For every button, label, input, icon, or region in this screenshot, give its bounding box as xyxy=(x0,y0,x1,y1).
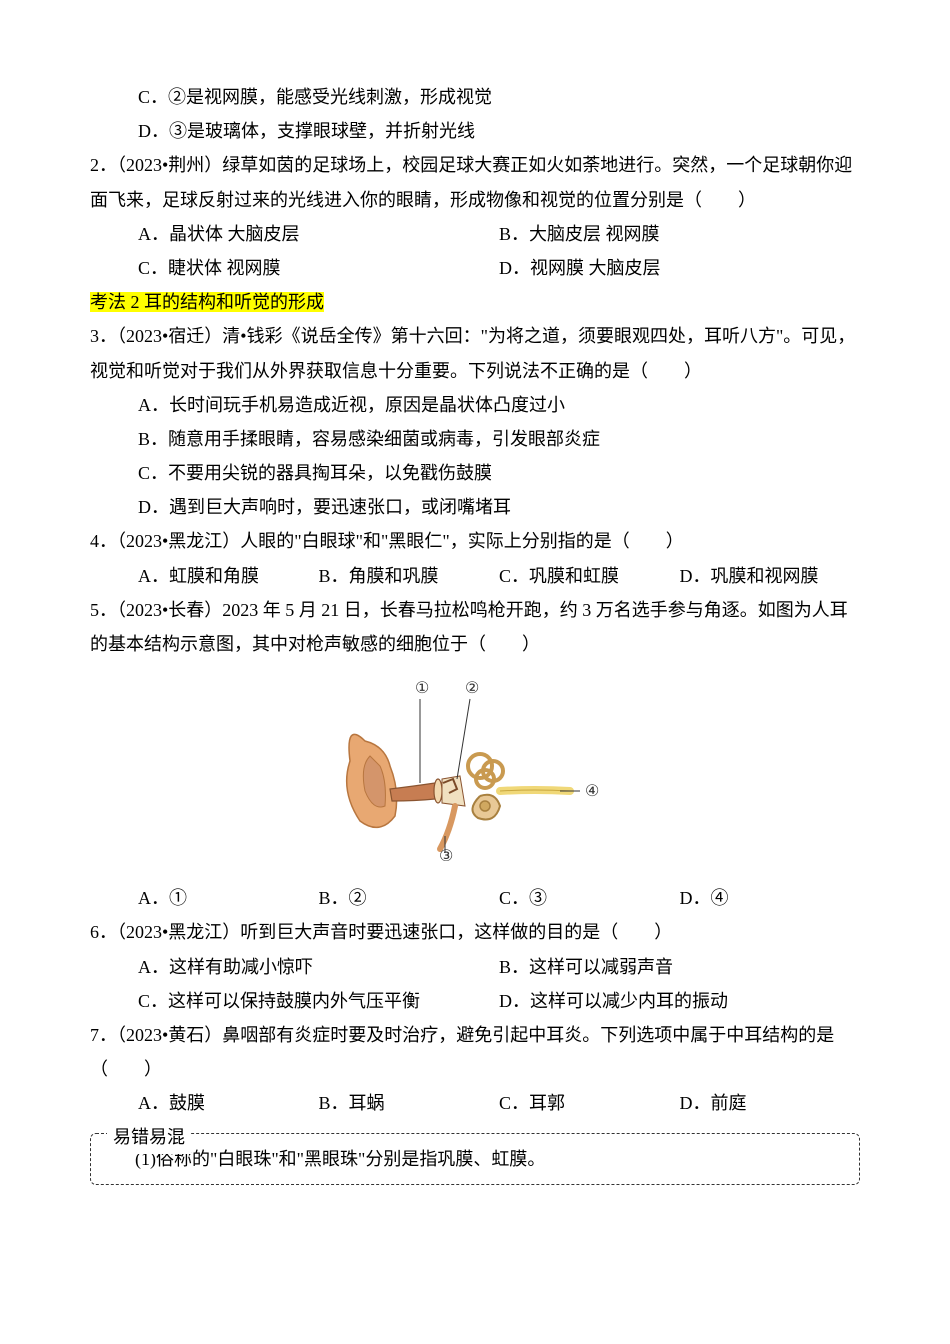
question-4-option-a: A．虹膜和角膜 xyxy=(138,559,319,593)
question-6-options-row1: A．这样有助减小惊吓 B．这样可以减弱声音 xyxy=(90,950,860,984)
diagram-label-3: ③ xyxy=(439,848,453,861)
question-3-option-c: C．不要用尖锐的器具掏耳朵，以免戳伤鼓膜 xyxy=(90,456,860,490)
question-2-option-c: C．睫状体 视网膜 xyxy=(138,251,499,285)
question-6-options-row2: C．这样可以保持鼓膜内外气压平衡 D．这样可以减少内耳的振动 xyxy=(90,984,860,1018)
question-5-option-d: D．④ xyxy=(680,881,861,915)
question-3-option-d: D．遇到巨大声响时，要迅速张口，或闭嘴堵耳 xyxy=(90,490,860,524)
topic-2-heading: 考法 2 耳的结构和听觉的形成 xyxy=(90,285,860,319)
question-4-option-d: D．巩膜和视网膜 xyxy=(680,559,861,593)
question-5-option-c: C．③ xyxy=(499,881,680,915)
question-2: 2．（2023•荆州）绿草如茵的足球场上，校园足球大赛正如火如荼地进行。突然，一… xyxy=(90,148,860,285)
question-6-option-a: A．这样有助减小惊吓 xyxy=(138,950,499,984)
question-7-option-c: C．耳郭 xyxy=(499,1086,680,1120)
ear-diagram: ① ② ③ ④ xyxy=(90,671,860,871)
diagram-label-1: ① xyxy=(415,680,429,697)
mistake-box-title: 易错易混 xyxy=(107,1120,191,1154)
mistake-box: 易错易混 (1)俗称的"白眼珠"和"黑眼珠"分别是指巩膜、虹膜。 xyxy=(90,1133,860,1185)
question-5: 5．（2023•长春）2023 年 5 月 21 日，长春马拉松鸣枪开跑，约 3… xyxy=(90,593,860,916)
question-3-text: 3．（2023•宿迁）清•钱彩《说岳全传》第十六回："为将之道，须要眼观四处，耳… xyxy=(90,319,860,387)
question-7-options: A．鼓膜 B．耳蜗 C．耳郭 D．前庭 xyxy=(90,1086,860,1120)
question-7-option-a: A．鼓膜 xyxy=(138,1086,319,1120)
question-4-options: A．虹膜和角膜 B．角膜和巩膜 C．巩膜和虹膜 D．巩膜和视网膜 xyxy=(90,559,860,593)
question-3-option-b: B．随意用手揉眼睛，容易感染细菌或病毒，引发眼部炎症 xyxy=(90,422,860,456)
question-6-option-b: B．这样可以减弱声音 xyxy=(499,950,860,984)
question-4-option-c: C．巩膜和虹膜 xyxy=(499,559,680,593)
question-7-option-b: B．耳蜗 xyxy=(319,1086,500,1120)
question-6-option-c: C．这样可以保持鼓膜内外气压平衡 xyxy=(138,984,499,1018)
question-4-option-b: B．角膜和巩膜 xyxy=(319,559,500,593)
question-5-text: 5．（2023•长春）2023 年 5 月 21 日，长春马拉松鸣枪开跑，约 3… xyxy=(90,593,860,661)
question-5-option-b: B．② xyxy=(319,881,500,915)
prev-option-d: D．③是玻璃体，支撑眼球壁，并折射光线 xyxy=(90,114,860,148)
question-2-options-row2: C．睫状体 视网膜 D．视网膜 大脑皮层 xyxy=(90,251,860,285)
question-4: 4．（2023•黑龙江）人眼的"白眼球"和"黑眼仁"，实际上分别指的是（ ） A… xyxy=(90,524,860,592)
question-6-option-d: D．这样可以减少内耳的振动 xyxy=(499,984,860,1018)
ear-diagram-svg: ① ② ③ ④ xyxy=(325,671,625,861)
question-6: 6．（2023•黑龙江）听到巨大声音时要迅速张口，这样做的目的是（ ） A．这样… xyxy=(90,915,860,1018)
question-5-option-a: A．① xyxy=(138,881,319,915)
question-3-option-a: A．长时间玩手机易造成近视，原因是晶状体凸度过小 xyxy=(90,388,860,422)
question-7: 7．（2023•黄石）鼻咽部有炎症时要及时治疗，避免引起中耳炎。下列选项中属于中… xyxy=(90,1018,860,1121)
question-2-options-row1: A．晶状体 大脑皮层 B．大脑皮层 视网膜 xyxy=(90,217,860,251)
question-7-option-d: D．前庭 xyxy=(680,1086,861,1120)
question-2-option-a: A．晶状体 大脑皮层 xyxy=(138,217,499,251)
question-5-options: A．① B．② C．③ D．④ xyxy=(90,881,860,915)
question-6-text: 6．（2023•黑龙江）听到巨大声音时要迅速张口，这样做的目的是（ ） xyxy=(90,915,860,949)
question-4-text: 4．（2023•黑龙江）人眼的"白眼球"和"黑眼仁"，实际上分别指的是（ ） xyxy=(90,524,860,558)
question-7-text: 7．（2023•黄石）鼻咽部有炎症时要及时治疗，避免引起中耳炎。下列选项中属于中… xyxy=(90,1018,860,1086)
question-2-text: 2．（2023•荆州）绿草如茵的足球场上，校园足球大赛正如火如荼地进行。突然，一… xyxy=(90,148,860,216)
diagram-label-2: ② xyxy=(465,680,479,697)
question-3: 3．（2023•宿迁）清•钱彩《说岳全传》第十六回："为将之道，须要眼观四处，耳… xyxy=(90,319,860,524)
prev-option-c: C．②是视网膜，能感受光线刺激，形成视觉 xyxy=(90,80,860,114)
question-2-option-d: D．视网膜 大脑皮层 xyxy=(499,251,860,285)
question-2-option-b: B．大脑皮层 视网膜 xyxy=(499,217,860,251)
diagram-label-4: ④ xyxy=(585,783,599,800)
mistake-box-content: (1)俗称的"白眼珠"和"黑眼珠"分别是指巩膜、虹膜。 xyxy=(107,1142,843,1176)
